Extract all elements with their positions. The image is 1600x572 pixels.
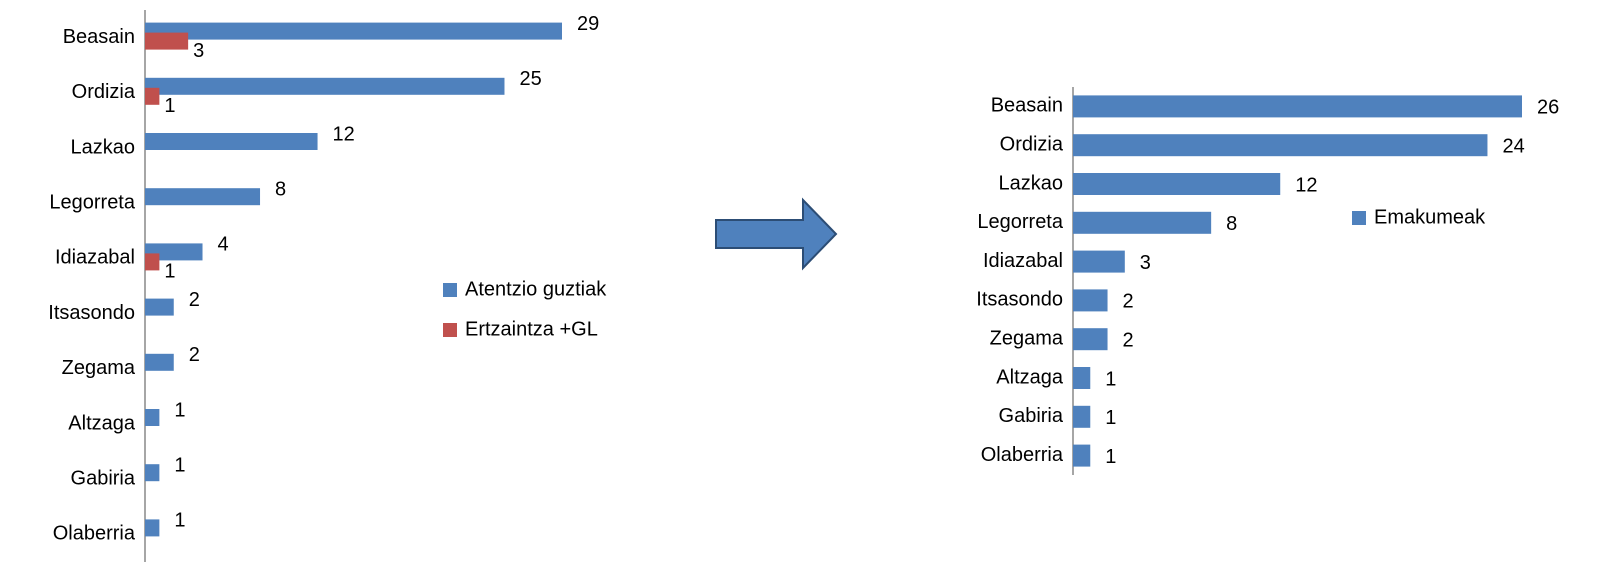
- data-label: 1: [174, 399, 185, 421]
- y-tick-label: Lazkao: [999, 172, 1064, 194]
- y-tick-label: Itsasondo: [976, 289, 1063, 311]
- data-label: 2: [189, 344, 200, 366]
- bar: [145, 22, 562, 40]
- data-label: 4: [218, 234, 229, 256]
- y-tick-label: Zegama: [990, 327, 1064, 349]
- y-tick-label: Legorreta: [49, 191, 135, 213]
- bar: [145, 353, 174, 371]
- data-label: 1: [1105, 446, 1116, 468]
- bar: [145, 253, 160, 271]
- y-tick-label: Beasain: [63, 26, 135, 48]
- bar: [1073, 328, 1108, 351]
- bar: [145, 519, 160, 537]
- bar: [1073, 289, 1108, 312]
- y-tick-label: Ordizia: [72, 81, 136, 103]
- bar: [1073, 405, 1091, 428]
- data-label: 8: [1226, 213, 1237, 235]
- data-label: 12: [1295, 174, 1317, 196]
- y-tick-label: Idiazabal: [983, 250, 1063, 272]
- data-label: 1: [164, 95, 175, 117]
- data-label: 1: [1105, 368, 1116, 390]
- data-label: 1: [174, 510, 185, 532]
- bar: [1073, 173, 1281, 195]
- legend-label: Atentzio guztiak: [465, 278, 607, 300]
- data-label: 2: [1123, 291, 1134, 313]
- data-label: 1: [1105, 407, 1116, 429]
- data-label: 8: [275, 178, 286, 200]
- data-label: 2: [189, 289, 200, 311]
- y-tick-label: Olaberria: [981, 444, 1064, 466]
- bar: [1073, 444, 1091, 467]
- bar: [145, 77, 505, 95]
- bar: [1073, 134, 1488, 157]
- legend-swatch: [1352, 211, 1366, 225]
- y-tick-label: Altzaga: [996, 366, 1064, 388]
- bar: [1073, 250, 1125, 273]
- y-tick-label: Zegama: [62, 357, 136, 379]
- legend-label: Ertzaintza +GL: [465, 318, 598, 340]
- y-tick-label: Olaberria: [53, 523, 136, 545]
- y-tick-label: Altzaga: [68, 412, 136, 434]
- data-label: 2: [1123, 329, 1134, 351]
- y-tick-label: Beasain: [991, 95, 1063, 117]
- y-tick-label: Ordizia: [1000, 133, 1064, 155]
- data-label: 3: [193, 40, 204, 62]
- bar: [145, 298, 174, 316]
- data-label: 24: [1502, 135, 1524, 157]
- bar: [145, 87, 160, 105]
- data-label: 3: [1140, 252, 1151, 274]
- data-label: 12: [333, 123, 355, 145]
- y-tick-label: Gabiria: [999, 405, 1064, 427]
- bar: [1073, 367, 1091, 389]
- bar: [145, 409, 160, 426]
- y-tick-label: Legorreta: [977, 211, 1063, 233]
- legend-label: Emakumeak: [1374, 206, 1486, 228]
- data-label: 1: [174, 454, 185, 476]
- data-label: 25: [519, 68, 541, 90]
- legend-swatch: [443, 323, 457, 337]
- data-label: 1: [164, 261, 175, 283]
- legend-swatch: [443, 283, 457, 297]
- bar: [145, 133, 318, 150]
- bar: [145, 464, 160, 482]
- bar: [1073, 95, 1522, 118]
- bar: [145, 32, 189, 50]
- bar: [145, 188, 261, 206]
- y-tick-label: Itsasondo: [48, 302, 135, 324]
- y-tick-label: Lazkao: [71, 136, 136, 158]
- bar: [1073, 211, 1212, 234]
- arrow: [715, 197, 838, 271]
- data-label: 29: [577, 13, 599, 35]
- data-label: 26: [1537, 97, 1559, 119]
- y-tick-label: Gabiria: [71, 467, 136, 489]
- y-tick-label: Idiazabal: [55, 247, 135, 269]
